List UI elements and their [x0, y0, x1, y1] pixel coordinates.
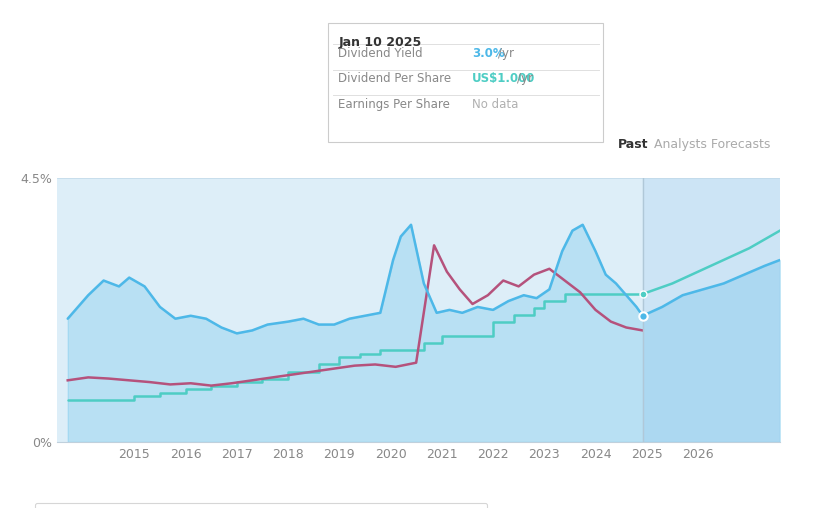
Text: 3.0%: 3.0%	[472, 47, 505, 60]
Text: Past: Past	[618, 138, 649, 151]
Text: Dividend Yield: Dividend Yield	[338, 47, 423, 60]
Text: /yr: /yr	[498, 47, 514, 60]
Legend: Dividend Yield, Dividend Per Share, Earnings Per Share: Dividend Yield, Dividend Per Share, Earn…	[34, 503, 488, 508]
Text: US$1.000: US$1.000	[472, 72, 535, 85]
Text: No data: No data	[472, 98, 518, 111]
Text: Jan 10 2025: Jan 10 2025	[338, 36, 421, 49]
Text: Earnings Per Share: Earnings Per Share	[338, 98, 450, 111]
Text: Dividend Per Share: Dividend Per Share	[338, 72, 452, 85]
Text: /yr: /yr	[517, 72, 533, 85]
Bar	[643, 178, 780, 442]
Text: Analysts Forecasts: Analysts Forecasts	[654, 138, 770, 151]
